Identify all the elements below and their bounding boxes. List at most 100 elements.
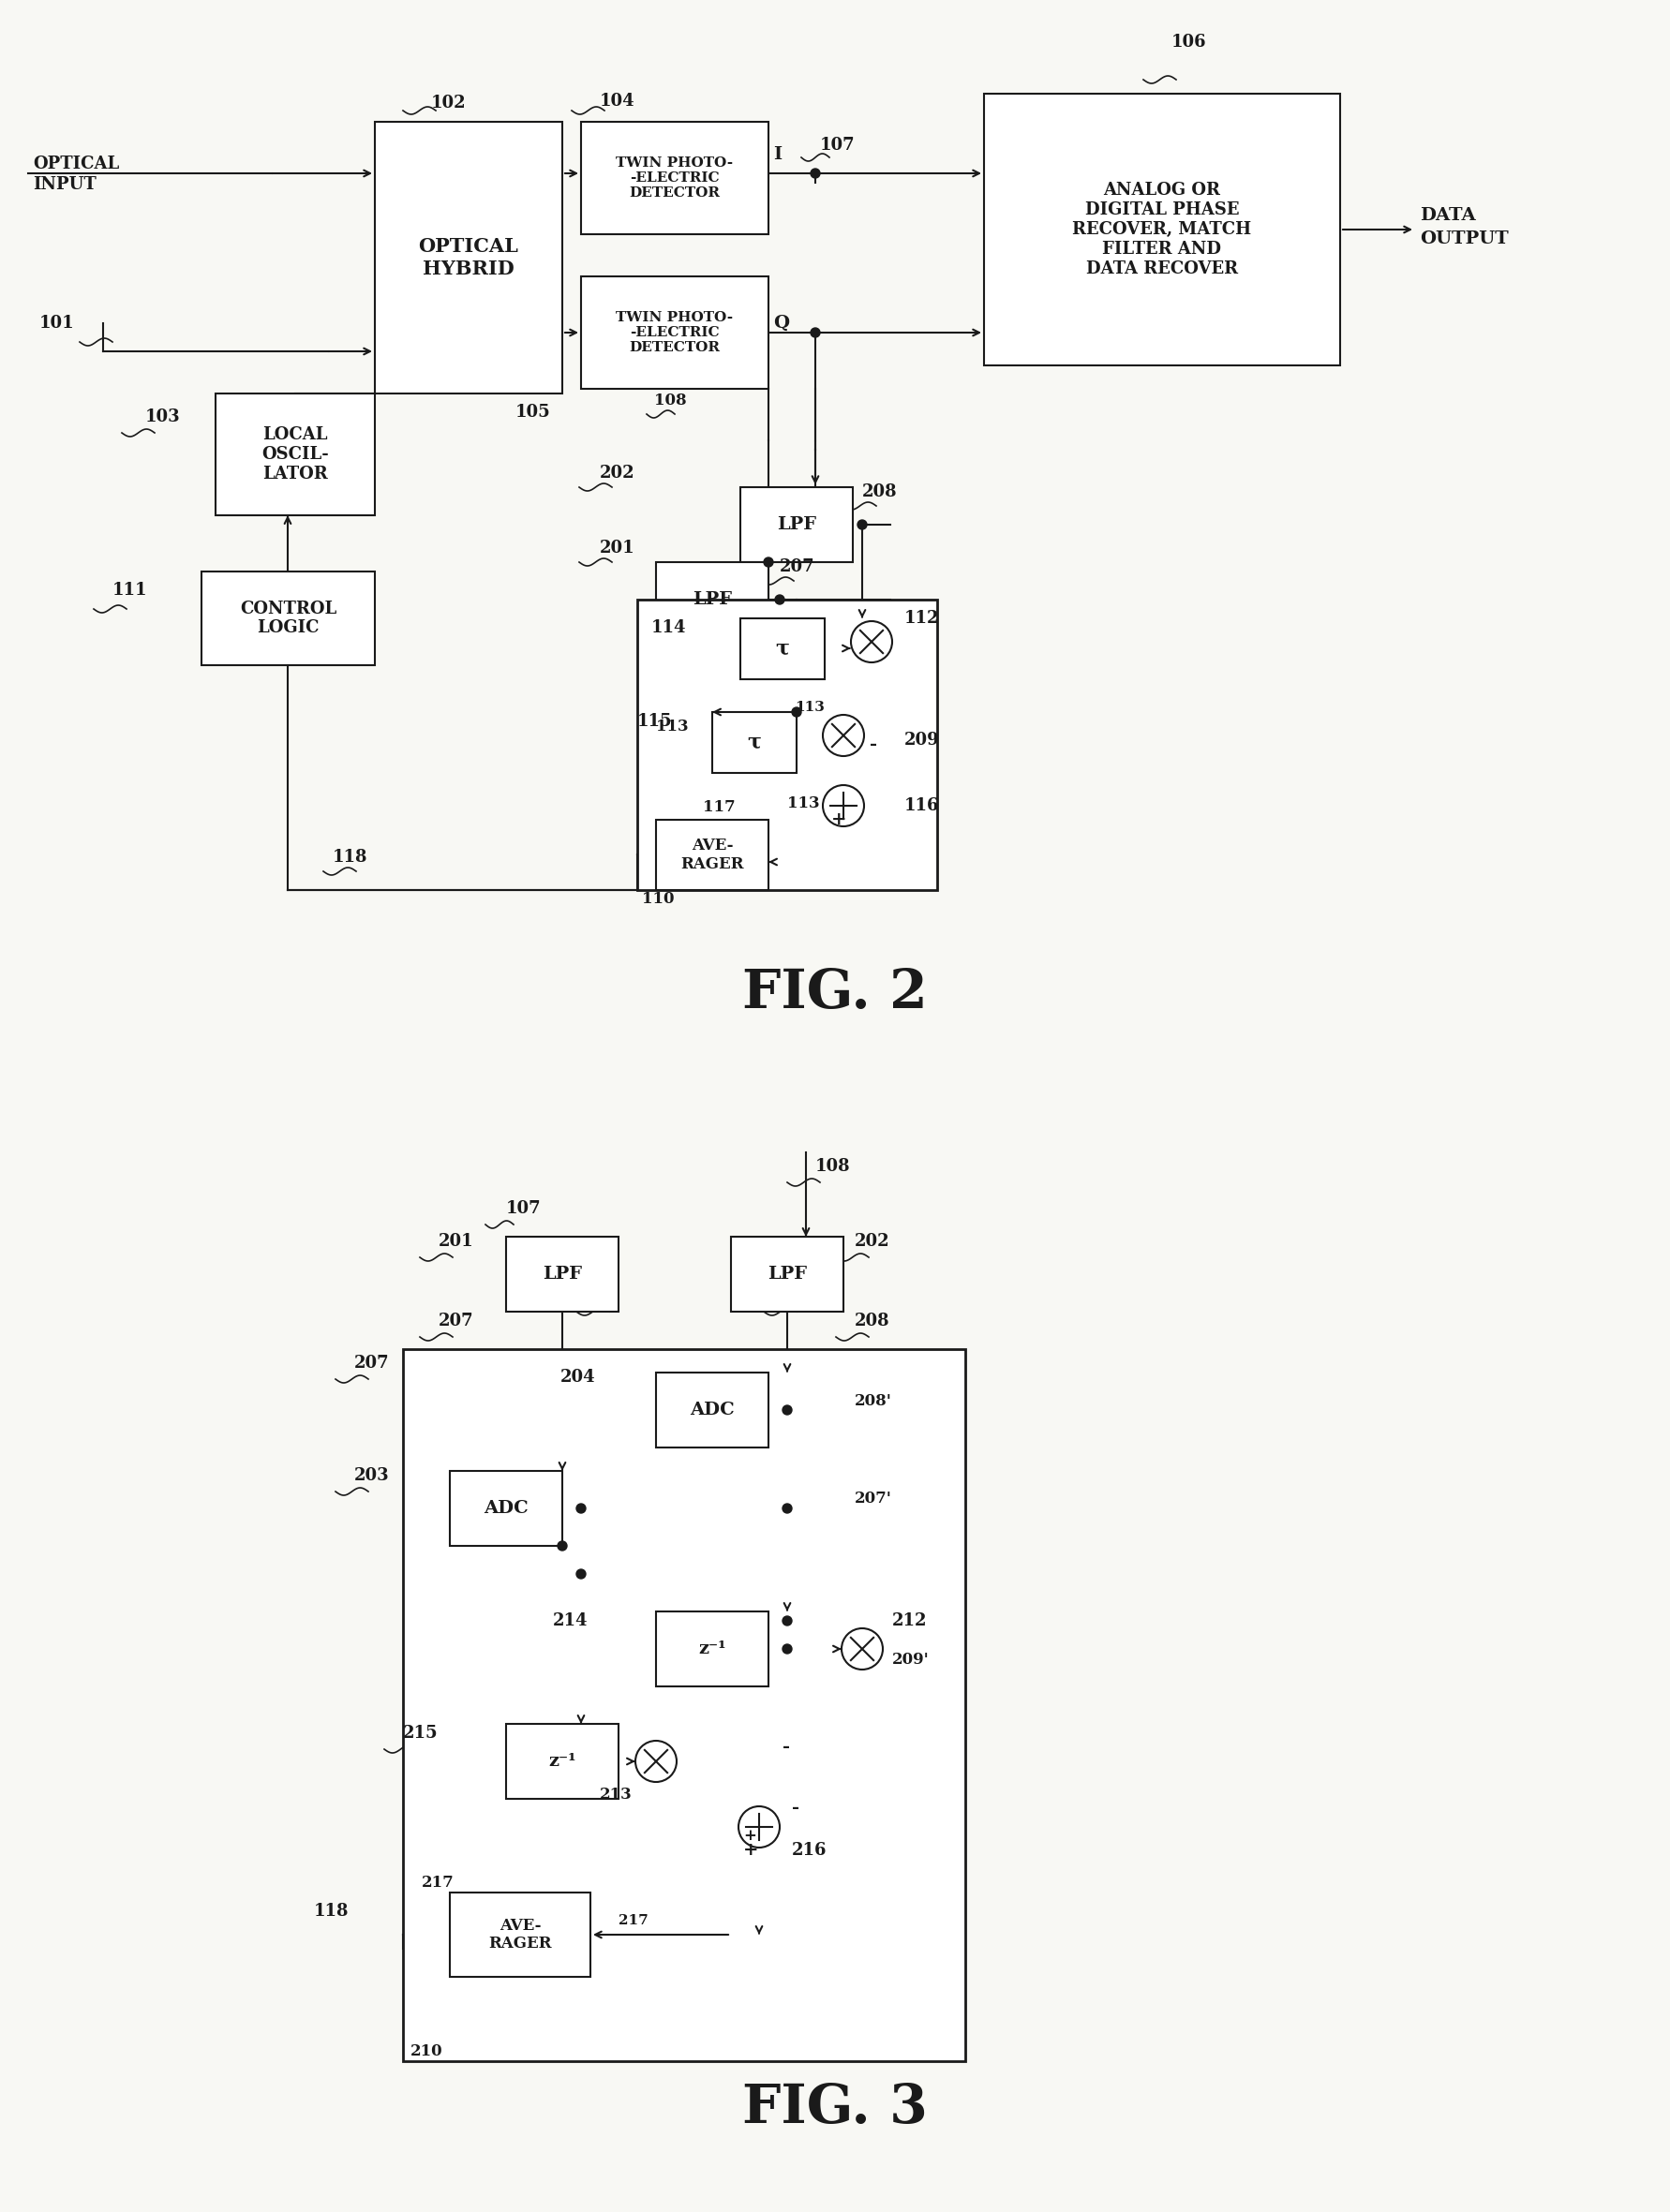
Text: 207': 207' bbox=[855, 1491, 892, 1506]
Circle shape bbox=[738, 1807, 780, 1847]
Text: 208: 208 bbox=[862, 484, 897, 500]
Bar bbox=[656, 1613, 768, 1686]
Text: 118: 118 bbox=[332, 849, 367, 865]
Circle shape bbox=[635, 1741, 676, 1783]
Text: +: + bbox=[743, 1843, 758, 1858]
Text: AVE-
RAGER: AVE- RAGER bbox=[681, 838, 743, 872]
Bar bbox=[506, 1723, 618, 1798]
Text: CONTROL
LOGIC: CONTROL LOGIC bbox=[240, 599, 337, 637]
Text: 102: 102 bbox=[431, 95, 466, 111]
Text: 118: 118 bbox=[314, 1902, 349, 1920]
Text: ANALOG OR
DIGITAL PHASE
RECOVER, MATCH
FILTER AND
DATA RECOVER: ANALOG OR DIGITAL PHASE RECOVER, MATCH F… bbox=[1072, 181, 1251, 276]
Text: 217: 217 bbox=[423, 1876, 454, 1891]
Text: 204: 204 bbox=[561, 1369, 596, 1385]
Bar bbox=[449, 1893, 591, 1978]
Text: 202: 202 bbox=[855, 1232, 890, 1250]
Text: LPF: LPF bbox=[768, 1265, 807, 1283]
Circle shape bbox=[857, 520, 867, 529]
Text: 113: 113 bbox=[656, 719, 688, 734]
Text: DATA: DATA bbox=[1420, 208, 1476, 223]
Circle shape bbox=[783, 1405, 792, 1416]
Text: 111: 111 bbox=[112, 582, 147, 599]
Text: -: - bbox=[783, 1739, 790, 1756]
Text: τ: τ bbox=[775, 639, 790, 659]
Text: LPF: LPF bbox=[543, 1265, 581, 1283]
Bar bbox=[402, 1349, 965, 2062]
Text: 216: 216 bbox=[792, 1843, 827, 1858]
Text: 106: 106 bbox=[1171, 33, 1207, 51]
Text: I: I bbox=[773, 146, 782, 164]
Text: z⁻¹: z⁻¹ bbox=[698, 1641, 726, 1657]
Bar bbox=[202, 571, 374, 666]
Text: 213: 213 bbox=[600, 1785, 633, 1803]
Circle shape bbox=[792, 708, 802, 717]
Bar bbox=[374, 122, 563, 394]
Bar bbox=[731, 1237, 843, 1312]
Bar bbox=[581, 122, 768, 234]
Text: 112: 112 bbox=[905, 611, 940, 626]
Text: TWIN PHOTO-
-ELECTRIC
DETECTOR: TWIN PHOTO- -ELECTRIC DETECTOR bbox=[616, 312, 733, 354]
Bar bbox=[638, 599, 937, 889]
Text: AVE-
RAGER: AVE- RAGER bbox=[489, 1918, 551, 1951]
Text: 215: 215 bbox=[402, 1725, 438, 1741]
Text: 113: 113 bbox=[795, 701, 825, 714]
Bar bbox=[656, 1371, 768, 1447]
Bar bbox=[711, 712, 797, 772]
Text: Q: Q bbox=[773, 314, 790, 332]
Text: 201: 201 bbox=[439, 1232, 474, 1250]
Text: 210: 210 bbox=[411, 2044, 443, 2059]
Circle shape bbox=[783, 1644, 792, 1655]
Circle shape bbox=[763, 557, 773, 566]
Bar bbox=[656, 562, 768, 637]
Text: 115: 115 bbox=[638, 712, 673, 730]
Text: 101: 101 bbox=[40, 314, 75, 332]
Circle shape bbox=[823, 785, 863, 827]
Text: INPUT: INPUT bbox=[33, 177, 97, 192]
Text: OPTICAL
HYBRID: OPTICAL HYBRID bbox=[419, 237, 519, 279]
Circle shape bbox=[576, 1568, 586, 1579]
Text: LPF: LPF bbox=[693, 591, 731, 608]
Text: TWIN PHOTO-
-ELECTRIC
DETECTOR: TWIN PHOTO- -ELECTRIC DETECTOR bbox=[616, 157, 733, 199]
Text: OUTPUT: OUTPUT bbox=[1420, 230, 1508, 248]
Text: -: - bbox=[792, 1801, 800, 1816]
Text: 207: 207 bbox=[354, 1354, 389, 1371]
Text: 207: 207 bbox=[439, 1312, 474, 1329]
Text: 212: 212 bbox=[892, 1613, 927, 1630]
Text: 107: 107 bbox=[506, 1201, 541, 1217]
Text: 203: 203 bbox=[354, 1467, 389, 1484]
Bar bbox=[984, 93, 1339, 365]
Bar bbox=[656, 821, 768, 889]
Text: 114: 114 bbox=[651, 619, 686, 637]
Text: 217: 217 bbox=[618, 1913, 648, 1927]
Text: 209': 209' bbox=[892, 1652, 930, 1668]
Circle shape bbox=[810, 327, 820, 336]
Bar bbox=[506, 1237, 618, 1312]
Bar bbox=[215, 394, 374, 515]
Bar bbox=[740, 619, 825, 679]
Text: 107: 107 bbox=[820, 137, 855, 153]
Text: FIG. 3: FIG. 3 bbox=[741, 2081, 929, 2135]
Text: 208: 208 bbox=[855, 1312, 890, 1329]
Bar bbox=[740, 487, 853, 562]
Bar bbox=[449, 1471, 563, 1546]
Circle shape bbox=[823, 714, 863, 757]
Circle shape bbox=[783, 1504, 792, 1513]
Text: ADC: ADC bbox=[484, 1500, 528, 1517]
Text: τ: τ bbox=[748, 732, 762, 752]
Text: 105: 105 bbox=[516, 405, 551, 420]
Text: z⁻¹: z⁻¹ bbox=[548, 1752, 576, 1770]
Text: 108: 108 bbox=[815, 1159, 850, 1175]
Circle shape bbox=[576, 1504, 586, 1513]
Text: 202: 202 bbox=[600, 465, 635, 482]
Circle shape bbox=[852, 622, 892, 661]
Text: 208': 208' bbox=[855, 1394, 892, 1409]
Text: 108: 108 bbox=[655, 394, 686, 409]
Circle shape bbox=[783, 1617, 792, 1626]
Text: 113: 113 bbox=[787, 796, 820, 812]
Text: ADC: ADC bbox=[690, 1402, 735, 1418]
Text: 201: 201 bbox=[600, 540, 635, 557]
Text: 116: 116 bbox=[905, 796, 940, 814]
Circle shape bbox=[810, 168, 820, 177]
Text: LOCAL
OSCIL-
LATOR: LOCAL OSCIL- LATOR bbox=[262, 427, 329, 482]
Circle shape bbox=[775, 595, 785, 604]
